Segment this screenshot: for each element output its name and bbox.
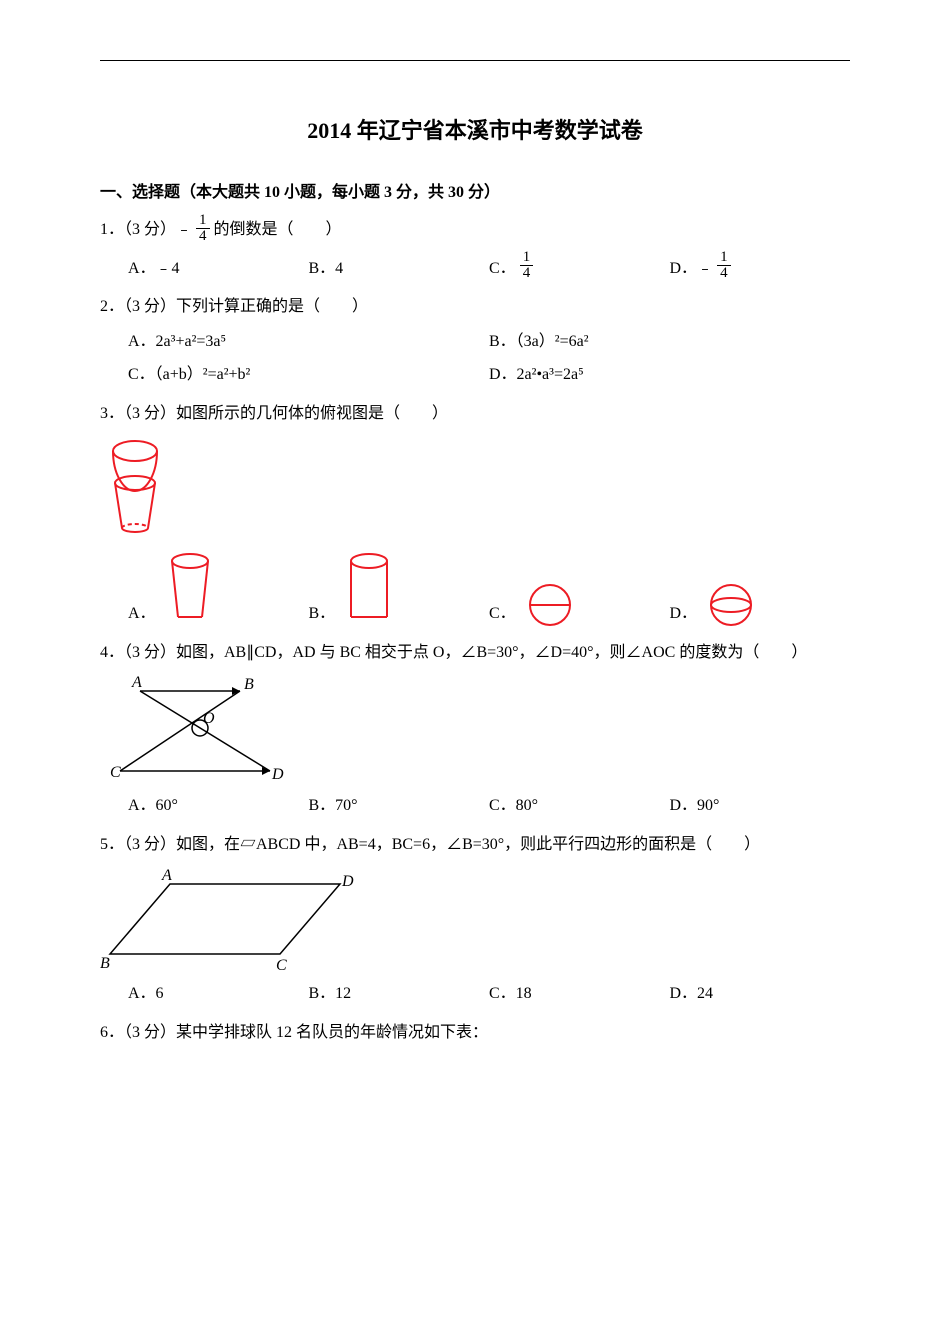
- q4-label-a: A: [131, 674, 142, 691]
- q4-option-d: D．90°: [670, 790, 851, 823]
- q4-label-b: B: [244, 676, 254, 693]
- q4-stem: 4．（3 分）如图，AB∥CD，AD 与 BC 相交于点 O，∠B=30°，∠D…: [100, 639, 850, 668]
- fraction-icon: 1 4: [520, 250, 534, 281]
- section-1-heading: 一、选择题（本大题共 10 小题，每小题 3 分，共 30 分）: [100, 179, 850, 208]
- q2-option-a: A．2a³+a²=3a⁵: [128, 326, 489, 359]
- q3-option-a: A．: [128, 547, 309, 631]
- q2-stem: 2．（3 分）下列计算正确的是（ ）: [100, 293, 850, 322]
- q3-optC-icon: [520, 581, 580, 629]
- q3-optB-icon: [339, 549, 399, 629]
- q2-options: A．2a³+a²=3a⁵ B．（3a）²=6a² C．（a+b）²=a²+b² …: [128, 326, 850, 392]
- q3-options: A． B． C．: [128, 547, 850, 631]
- q5-option-b: B．12: [309, 978, 490, 1011]
- question-2: 2．（3 分）下列计算正确的是（ ） A．2a³+a²=3a⁵ B．（3a）²=…: [100, 293, 850, 391]
- question-1: 1．（3 分）﹣ 1 4 的倒数是（ ） A．﹣4 B．4 C． 1 4 D．﹣…: [100, 215, 850, 285]
- question-6: 6．（3 分）某中学排球队 12 名队员的年龄情况如下表：: [100, 1019, 850, 1048]
- q1-option-c: C． 1 4: [489, 250, 670, 285]
- q1-option-b: B．4: [309, 250, 490, 285]
- q5-figure-icon: A D B C: [100, 864, 360, 974]
- q3-optA-icon: [160, 549, 220, 629]
- q4-label-o: O: [203, 710, 215, 727]
- q1-option-a: A．﹣4: [128, 250, 309, 285]
- q3-option-b: B．: [309, 547, 490, 631]
- q4-option-c: C．80°: [489, 790, 670, 823]
- q5-stem: 5．（3 分）如图，在▱ABCD 中，AB=4，BC=6，∠B=30°，则此平行…: [100, 831, 850, 860]
- q3-option-c: C．: [489, 579, 670, 631]
- q3-option-d: D．: [670, 579, 851, 631]
- top-rule: [100, 60, 850, 61]
- q4-option-a: A．60°: [128, 790, 309, 823]
- q2-option-c: C．（a+b）²=a²+b²: [128, 359, 489, 392]
- q5-option-a: A．6: [128, 978, 309, 1011]
- q5-label-d: D: [341, 873, 354, 890]
- q4-options: A．60° B．70° C．80° D．90°: [128, 790, 850, 823]
- q1-stem: 1．（3 分）﹣ 1 4 的倒数是（ ）: [100, 215, 850, 246]
- question-5: 5．（3 分）如图，在▱ABCD 中，AB=4，BC=6，∠B=30°，则此平行…: [100, 831, 850, 1011]
- q1-stem-suffix: 的倒数是（ ）: [214, 222, 342, 239]
- q5-option-c: C．18: [489, 978, 670, 1011]
- q1-frac-num: 1: [196, 213, 210, 229]
- q5-option-d: D．24: [670, 978, 851, 1011]
- q3-solid-icon: [100, 433, 170, 543]
- q1-frac-den: 4: [196, 229, 210, 244]
- q4-label-d: D: [271, 766, 284, 783]
- q5-label-b: B: [100, 955, 110, 972]
- q5-label-a: A: [161, 867, 172, 884]
- q3-stem: 3．（3 分）如图所示的几何体的俯视图是（ ）: [100, 400, 850, 429]
- q3-optD-icon: [701, 581, 761, 629]
- exam-title: 2014 年辽宁省本溪市中考数学试卷: [100, 111, 850, 151]
- q5-label-c: C: [276, 957, 287, 974]
- q5-options: A．6 B．12 C．18 D．24: [128, 978, 850, 1011]
- question-4: 4．（3 分）如图，AB∥CD，AD 与 BC 相交于点 O，∠B=30°，∠D…: [100, 639, 850, 824]
- q4-figure-icon: A B C D O: [110, 671, 300, 786]
- q2-option-b: B．（3a）²=6a²: [489, 326, 850, 359]
- q4-label-c: C: [110, 764, 121, 781]
- question-3: 3．（3 分）如图所示的几何体的俯视图是（ ） A．: [100, 400, 850, 631]
- q2-option-d: D．2a²•a³=2a⁵: [489, 359, 850, 392]
- q6-stem: 6．（3 分）某中学排球队 12 名队员的年龄情况如下表：: [100, 1019, 850, 1048]
- q1-options: A．﹣4 B．4 C． 1 4 D．﹣ 1 4: [128, 250, 850, 285]
- fraction-icon: 1 4: [196, 213, 210, 244]
- q4-option-b: B．70°: [309, 790, 490, 823]
- q1-stem-prefix: 1．（3 分）﹣: [100, 222, 192, 239]
- q1-option-d: D．﹣ 1 4: [670, 250, 851, 285]
- fraction-icon: 1 4: [717, 250, 731, 281]
